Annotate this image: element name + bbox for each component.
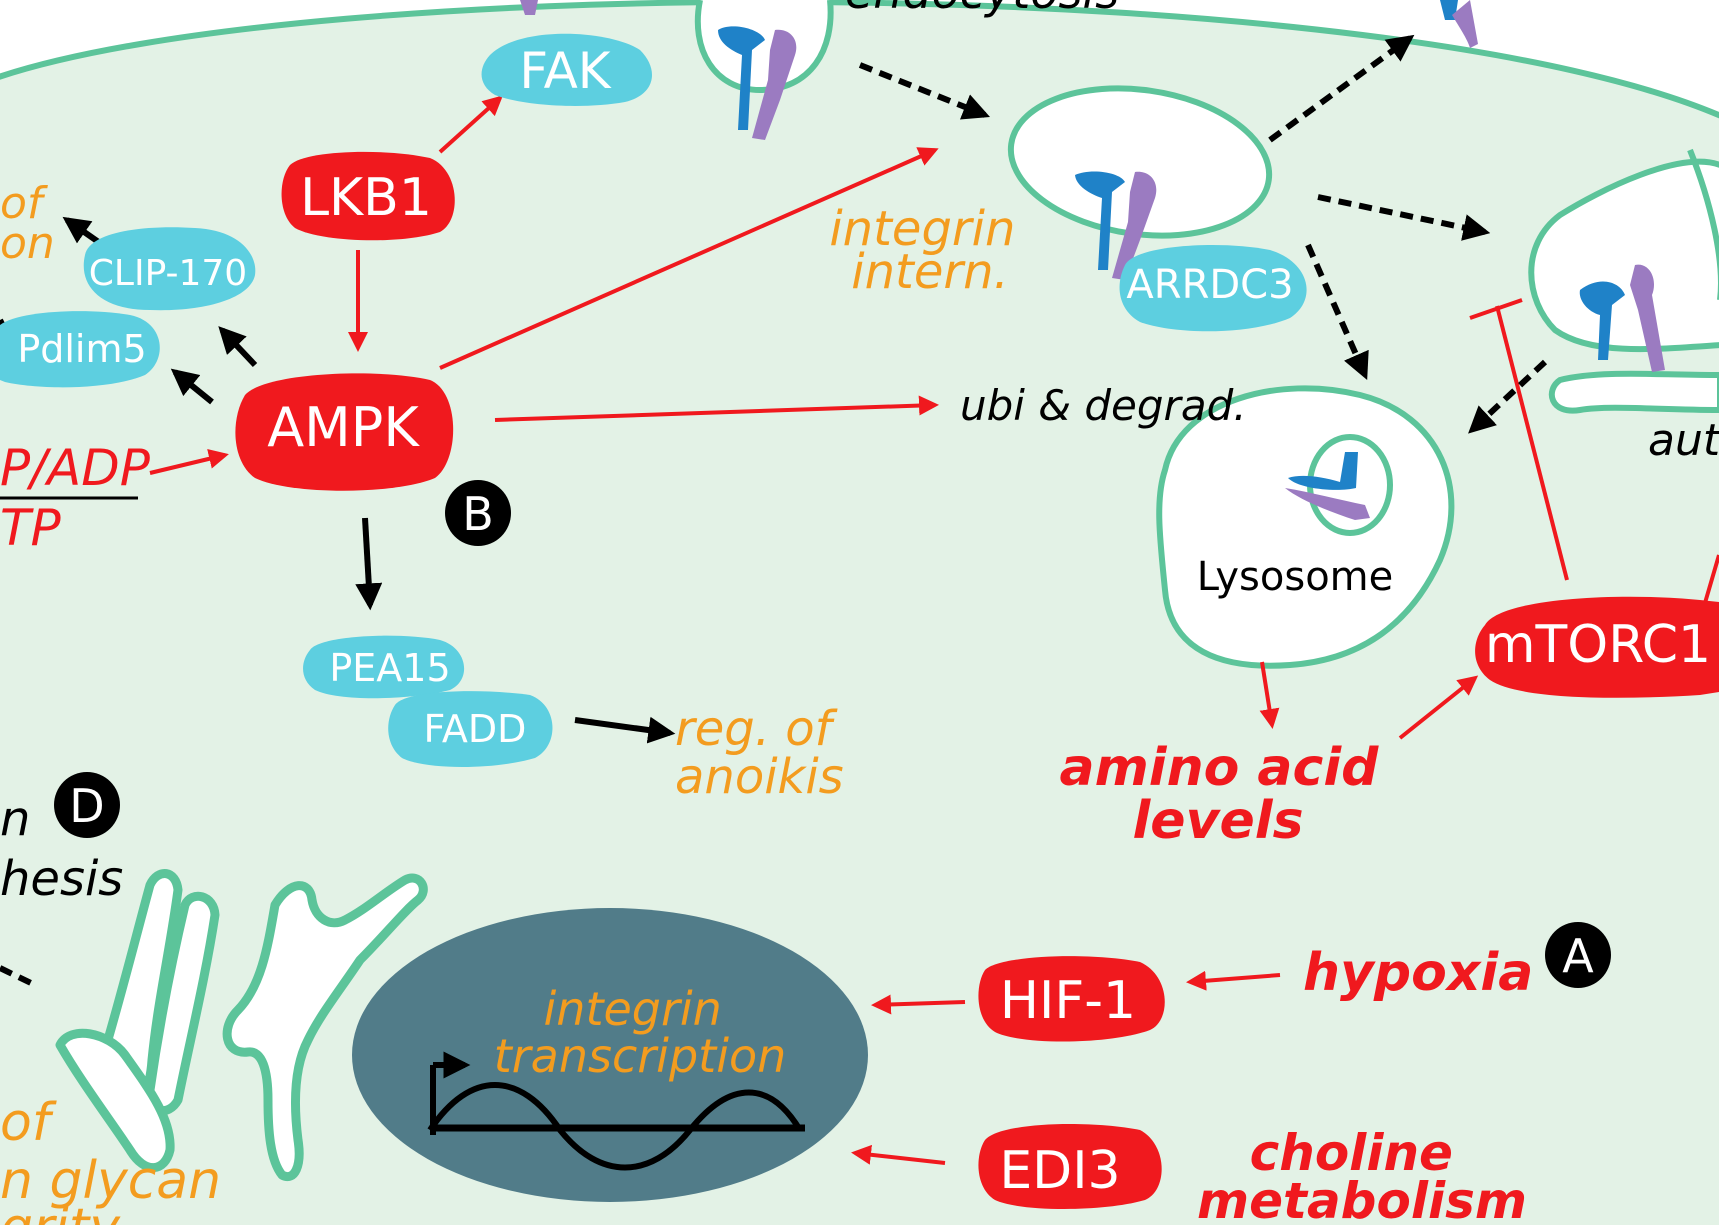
fadd-node: FADD xyxy=(388,691,553,767)
golgi-apparatus xyxy=(55,869,428,1181)
integrin-internalization-label: integrin intern. xyxy=(829,201,1030,300)
svg-text:HIF-1: HIF-1 xyxy=(1000,971,1136,1031)
svg-text:Pdlim5: Pdlim5 xyxy=(17,327,146,371)
synthesis-label: n hesis xyxy=(0,791,123,907)
lkb1-node: LKB1 xyxy=(281,151,455,241)
svg-text:LKB1: LKB1 xyxy=(300,168,432,228)
arrdc3-node: ARRDC3 xyxy=(1119,245,1307,332)
left-of-label: of on xyxy=(0,178,56,269)
hif1-node: HIF-1 xyxy=(978,956,1165,1042)
clip170-node: CLIP-170 xyxy=(83,227,256,311)
trafficking-dashed-arrows xyxy=(0,34,1548,988)
choline-metabolism-label: choline metabolism xyxy=(1197,1124,1527,1225)
ampk-node: AMPK xyxy=(235,373,454,491)
gene-transcription-icon xyxy=(427,1051,805,1171)
integrin-receptor-vesicle xyxy=(718,26,797,141)
svg-text:FAK: FAK xyxy=(519,42,611,100)
svg-text:EDI3: EDI3 xyxy=(999,1141,1120,1201)
svg-text:A: A xyxy=(1562,929,1594,983)
integrin-receptor-top-right xyxy=(1440,0,1478,48)
activation-arrows xyxy=(149,95,1479,1165)
svg-text:P/ADP: P/ADP xyxy=(0,439,151,497)
integrin-receptor-lysosome xyxy=(1285,452,1370,520)
integrin-transcription-label: integrin transcription xyxy=(494,982,787,1083)
svg-text:mTORC1: mTORC1 xyxy=(1485,615,1711,675)
autophagy-label: aut xyxy=(1648,415,1719,466)
ubiquitination-degradation-label: ubi & degrad. xyxy=(960,381,1247,430)
hypoxia-label: hypoxia xyxy=(1303,943,1533,1003)
badge-d: D xyxy=(54,772,120,838)
svg-text:B: B xyxy=(462,487,494,541)
lysosome-label: Lysosome xyxy=(1197,554,1393,600)
endocytic-vesicle xyxy=(694,0,834,94)
badge-a: A xyxy=(1545,922,1611,988)
svg-text:AMPK: AMPK xyxy=(267,396,420,459)
svg-text:PEA15: PEA15 xyxy=(329,646,450,690)
black-arrows xyxy=(0,216,676,744)
pdlim5-node: Pdlim5 xyxy=(0,311,160,388)
integrin-receptor-endosome xyxy=(1075,171,1157,280)
svg-text:CLIP-170: CLIP-170 xyxy=(89,253,247,294)
integrin-receptor-autophagosome xyxy=(1579,264,1665,372)
amino-acid-levels-label: amino acid levels xyxy=(1059,738,1396,851)
pea15-node: PEA15 xyxy=(303,635,465,699)
badge-b: B xyxy=(445,480,511,546)
svg-text:FADD: FADD xyxy=(424,707,527,751)
amp-atp-ratio: P/ADP TP xyxy=(0,439,151,557)
autophagosome xyxy=(1528,148,1719,414)
regulation-of-anoikis-label: reg. of anoikis xyxy=(675,701,847,805)
svg-text:D: D xyxy=(69,779,104,833)
svg-text:TP: TP xyxy=(0,499,62,557)
endocytosis-label: endocytosis xyxy=(845,0,1119,19)
fak-node: FAK xyxy=(481,33,652,106)
integrin-receptor-membrane xyxy=(520,0,538,15)
edi3-node: EDI3 xyxy=(978,1124,1162,1209)
svg-text:ARRDC3: ARRDC3 xyxy=(1126,262,1293,308)
mtorc1-node: mTORC1 xyxy=(1475,596,1719,698)
